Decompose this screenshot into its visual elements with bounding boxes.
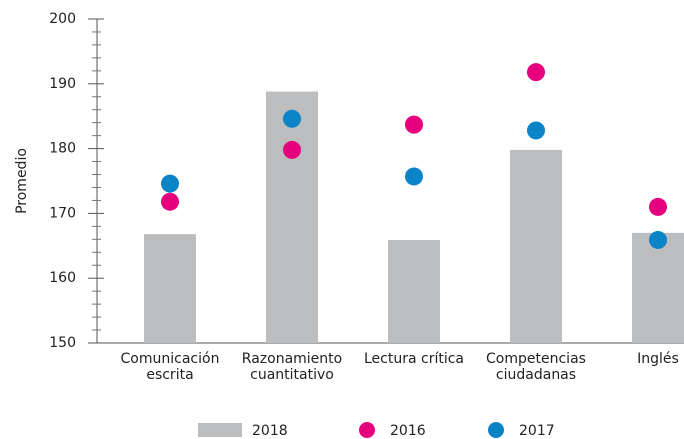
y-axis-label: Promedio (14, 148, 30, 214)
y-tick-label: 150 (49, 335, 76, 351)
legend-swatch (488, 422, 504, 438)
x-tick-label: Competencias ciudadanas (486, 351, 586, 383)
y-tick-label: 180 (49, 141, 76, 157)
dot (527, 121, 545, 140)
y-tick-label: 200 (49, 11, 76, 27)
y-tick-label: 170 (49, 205, 76, 221)
x-tick-label: Inglés (637, 351, 679, 367)
legend-label: 2016 (390, 423, 426, 439)
x-tick-label: Comunicación escrita (120, 351, 220, 383)
y-tick-label: 190 (49, 76, 76, 92)
legend-label: 2017 (519, 423, 555, 439)
dot (649, 197, 667, 216)
dot (161, 174, 179, 193)
dot (283, 109, 301, 128)
dot (405, 167, 423, 186)
legend-label: 2018 (252, 423, 288, 439)
legend-swatch (359, 422, 375, 438)
dot (649, 230, 667, 249)
dot (405, 115, 423, 134)
bar (266, 91, 318, 344)
dot (161, 192, 179, 211)
legend-swatch (198, 423, 242, 437)
x-tick-label: Razonamiento cuantitativo (241, 351, 343, 383)
dot (527, 63, 545, 82)
bar (144, 234, 196, 343)
bar (632, 232, 684, 343)
x-tick-label: Lectura crítica (363, 351, 464, 367)
bar (510, 149, 562, 343)
bar (388, 239, 440, 343)
y-tick-label: 160 (49, 270, 76, 286)
dot (283, 140, 301, 159)
